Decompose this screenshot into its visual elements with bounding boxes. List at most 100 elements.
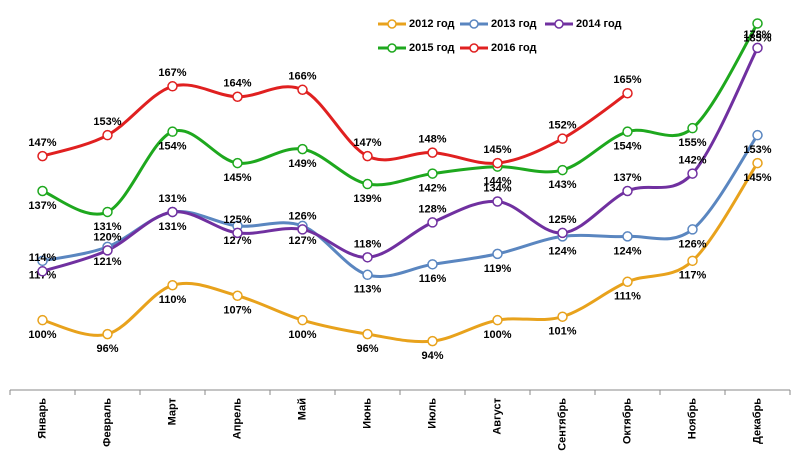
legend-marker — [469, 43, 479, 53]
value-label: 126% — [288, 210, 316, 222]
marker — [622, 126, 633, 137]
x-tick-label: Февраль — [101, 398, 113, 447]
value-label: 94% — [421, 350, 443, 362]
marker — [687, 224, 698, 235]
series-line — [42, 162, 759, 344]
marker — [492, 196, 503, 207]
series-line — [42, 83, 629, 165]
value-label: 144% — [483, 175, 511, 187]
marker — [557, 164, 568, 176]
value-label: 149% — [288, 158, 316, 170]
marker — [557, 311, 568, 322]
marker — [687, 168, 698, 179]
value-label: 145% — [483, 144, 511, 156]
value-label: 145% — [223, 172, 251, 184]
x-tick-label: Сентябрь — [556, 398, 568, 451]
value-label: 116% — [419, 273, 447, 285]
value-label: 148% — [418, 134, 446, 146]
marker — [102, 328, 113, 340]
marker — [362, 150, 373, 162]
marker — [427, 259, 438, 270]
marker — [167, 280, 178, 291]
legend-marker — [554, 19, 564, 29]
value-label: 96% — [356, 343, 378, 355]
marker — [37, 266, 48, 277]
legend-label: 2012 год — [409, 18, 455, 30]
marker — [362, 178, 373, 190]
marker — [167, 81, 178, 92]
marker — [297, 143, 308, 155]
marker — [427, 335, 438, 347]
value-label: 110% — [159, 294, 187, 306]
value-label: 126% — [678, 238, 706, 250]
marker — [492, 248, 503, 260]
marker — [167, 126, 178, 137]
value-label: 128% — [418, 203, 446, 215]
marker — [362, 328, 373, 340]
value-label: 127% — [288, 235, 316, 247]
marker — [557, 133, 568, 144]
x-tick-label: Октябрь — [621, 398, 633, 444]
value-label: 178% — [743, 29, 771, 41]
value-label: 134% — [483, 182, 511, 194]
series-line — [41, 22, 759, 216]
legend-marker — [469, 19, 479, 29]
marker — [687, 255, 698, 267]
value-label: 120% — [93, 231, 121, 243]
value-label: 125% — [548, 214, 576, 226]
x-tick-label: Апрель — [231, 398, 243, 439]
marker — [37, 185, 48, 197]
value-label: 127% — [223, 235, 251, 247]
value-label: 124% — [613, 245, 641, 257]
marker — [167, 206, 178, 218]
value-label: 119% — [484, 263, 512, 275]
marker — [102, 206, 113, 218]
legend-label: 2015 год — [409, 42, 455, 54]
value-label: 142% — [678, 154, 706, 166]
marker — [557, 227, 568, 239]
marker — [297, 224, 308, 235]
marker — [752, 129, 763, 141]
value-label: 142% — [418, 182, 446, 194]
value-label: 152% — [548, 120, 576, 132]
value-label: 125% — [223, 214, 251, 226]
marker — [232, 290, 243, 301]
marker — [102, 245, 113, 256]
value-label: 100% — [288, 329, 316, 341]
value-label: 114% — [29, 252, 57, 264]
value-label: 101% — [548, 326, 576, 338]
x-tick-label: Декабрь — [751, 398, 763, 444]
marker — [37, 150, 48, 162]
value-label: 165% — [613, 74, 641, 86]
legend-label: 2016 год — [491, 42, 537, 54]
value-label: 107% — [223, 305, 251, 317]
value-label: 137% — [613, 172, 641, 184]
x-tick-label: Ноябрь — [686, 398, 698, 439]
x-tick-label: Март — [166, 397, 178, 425]
value-label: 100% — [28, 329, 56, 341]
marker — [492, 157, 503, 169]
legend-marker — [387, 19, 397, 29]
value-label: 117% — [679, 270, 707, 282]
marker — [687, 122, 698, 134]
value-label: 167% — [158, 67, 186, 79]
x-tick-label: Август — [491, 397, 503, 434]
value-label: 164% — [223, 78, 251, 90]
value-label: 113% — [354, 284, 382, 296]
value-label: 154% — [613, 141, 641, 153]
marker — [622, 185, 633, 197]
marker — [37, 255, 48, 267]
marker — [232, 91, 243, 103]
marker — [492, 314, 503, 326]
marker — [297, 84, 308, 96]
x-tick-label: Июль — [426, 398, 438, 429]
value-label: 153% — [743, 144, 771, 156]
marker — [297, 314, 308, 326]
marker — [362, 252, 373, 263]
value-label: 145% — [743, 172, 771, 184]
value-label: 147% — [28, 137, 56, 149]
value-label: 111% — [614, 291, 641, 303]
value-label: 100% — [483, 329, 511, 341]
value-label: 139% — [353, 193, 381, 205]
